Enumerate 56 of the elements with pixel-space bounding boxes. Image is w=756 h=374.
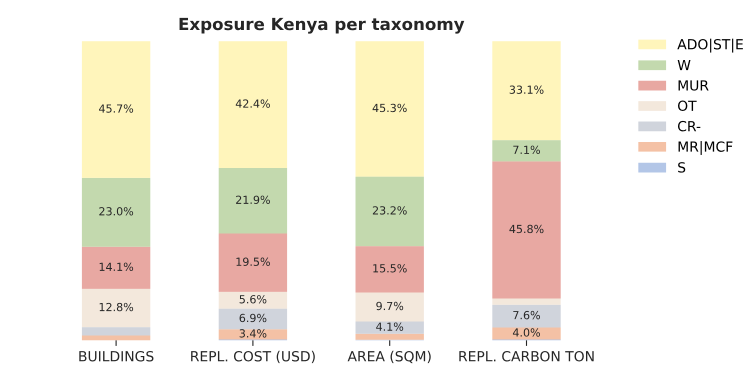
bar [492, 41, 561, 140]
bar [82, 327, 150, 336]
x-tick-label: REPL. COST (USD) [191, 350, 315, 364]
bar [218, 168, 288, 234]
bar [356, 176, 424, 246]
data-label: 6.9% [240, 314, 266, 322]
data-label: 23.0% [99, 207, 134, 216]
bar [492, 298, 561, 305]
bar [82, 288, 150, 328]
bar [492, 161, 561, 298]
data-label: 33.1% [510, 85, 544, 94]
bar [82, 336, 150, 340]
data-label: 14.1% [100, 262, 134, 272]
data-label: 15.5% [373, 264, 407, 273]
bar [356, 292, 424, 322]
chart-title: Exposure Kenya per taxonomy [180, 18, 464, 34]
bar [356, 41, 424, 177]
bar [218, 41, 288, 168]
bar [82, 246, 150, 289]
data-label: 23.2% [372, 206, 407, 215]
legend-label: ADO|ST|E [677, 38, 743, 53]
legend-label: OT [678, 100, 697, 112]
bar [492, 304, 561, 328]
bar [82, 41, 150, 178]
data-label: 7.1% [513, 146, 540, 154]
data-label: 19.5% [236, 258, 270, 266]
x-tick-label: AREA (SQM) [348, 350, 431, 364]
x-tick-label: REPL. CARBON TON [459, 351, 594, 362]
data-label: 12.8% [100, 302, 134, 312]
legend-label: MR|MCF [678, 141, 732, 155]
data-label: 21.9% [236, 196, 270, 204]
data-label: 7.6% [513, 310, 540, 320]
data-label: 42.4% [236, 99, 270, 108]
data-label: 45.3% [372, 104, 407, 112]
bar [356, 321, 424, 334]
bar [218, 234, 288, 292]
bar [218, 329, 288, 340]
data-label: 9.7% [376, 302, 404, 310]
legend-label: CR- [678, 120, 700, 132]
data-label: 4.0% [512, 328, 540, 337]
data-label: 4.1% [376, 322, 404, 331]
bar [356, 246, 424, 292]
bar [356, 334, 424, 340]
data-label: 3.4% [240, 329, 266, 338]
bar [218, 308, 288, 330]
data-label: 45.7% [98, 104, 134, 113]
data-label: 5.6% [240, 295, 266, 304]
data-label: 45.8% [509, 224, 544, 234]
bar [82, 178, 150, 247]
legend-label: S [678, 162, 686, 173]
legend-label: W [678, 60, 690, 70]
bar [492, 327, 561, 340]
legend-label: MUR [678, 80, 709, 91]
x-tick-label: BUILDINGS [79, 351, 154, 362]
bar [492, 140, 561, 162]
bar [218, 292, 288, 309]
